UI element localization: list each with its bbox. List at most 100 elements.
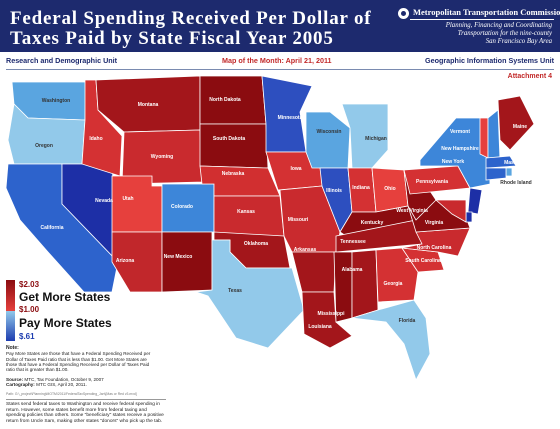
research-unit-label: Research and Demographic Unit <box>6 56 118 65</box>
state-label-maine: Maine <box>513 124 527 130</box>
org-name: Metropolitan Transportation Commission <box>413 7 560 17</box>
state-label-new-hampshire: New Hampshire <box>441 146 479 152</box>
source-text: MTC, Tax Foundation, October 9, 2007 <box>24 377 104 382</box>
state-label-michigan: Michigan <box>365 136 387 142</box>
legend-pay-label: Pay More States <box>19 316 112 330</box>
state-label-maryland: Maryland <box>479 237 501 243</box>
state-label-wyoming: Wyoming <box>151 154 173 160</box>
state-label-delaware: Delaware <box>489 222 511 228</box>
header-banner: Federal Spending Received Per Dollar of … <box>0 0 560 52</box>
legend-pay-bar <box>6 311 15 341</box>
state-shape-louisiana <box>301 291 353 349</box>
state-label-arkansas: Arkansas <box>294 247 317 253</box>
state-label-new-jersey: New Jersey <box>489 208 517 214</box>
state-label-ohio: Ohio <box>384 186 395 192</box>
source-block: Source: MTC, Tax Foundation, October 9, … <box>6 377 156 388</box>
state-label-mississippi: Mississippi <box>318 311 346 317</box>
state-shape-wisconsin <box>305 111 351 169</box>
gis-unit-label: Geographic Information Systems Unit <box>425 56 554 65</box>
title-line-1: Federal Spending Received Per Dollar of <box>10 8 372 29</box>
state-label-idaho: Idaho <box>89 136 102 142</box>
org-tagline-2: Transportation for the nine-county <box>457 30 552 37</box>
state-shape-maine <box>497 95 535 151</box>
org-tagline-3: San Francisco Bay Area <box>485 38 552 45</box>
state-label-indiana: Indiana <box>352 185 370 191</box>
state-label-california: California <box>40 225 63 231</box>
state-label-georgia: Georgia <box>384 281 403 287</box>
org-divider <box>410 19 554 20</box>
summary-text: States send federal taxes to Washington … <box>6 402 164 424</box>
mtc-logo-icon <box>398 8 409 19</box>
legend-get-bar <box>6 280 15 311</box>
file-path: Path: G:\_project\Planning\MOTM\2011\Fed… <box>6 392 137 396</box>
state-shape-rhode-island <box>505 167 513 177</box>
state-label-virginia: Virginia <box>425 220 443 226</box>
attachment-label: Attachment 4 <box>507 73 552 80</box>
state-label-utah: Utah <box>122 196 133 202</box>
state-label-massachusetts: Massachusetts <box>504 160 540 166</box>
state-label-nebraska: Nebraska <box>222 171 245 177</box>
state-label-south-dakota: South Dakota <box>213 136 245 142</box>
state-label-missouri: Missouri <box>288 217 309 223</box>
state-label-wisconsin: Wisconsin <box>317 129 342 135</box>
state-label-minnesota: Minnesota <box>278 115 303 121</box>
state-label-nevada: Nevada <box>95 198 113 204</box>
state-shape-arizona <box>111 231 163 293</box>
state-shape-connecticut <box>485 167 507 181</box>
state-label-rhode-island: Rhode Island <box>500 180 531 186</box>
state-shape-texas <box>195 239 305 349</box>
state-shape-kansas <box>213 195 285 237</box>
state-shape-massachusetts <box>485 155 517 169</box>
summary-divider <box>6 399 166 400</box>
state-label-washington: Washington <box>42 98 70 104</box>
state-label-arizona: Arizona <box>116 258 135 264</box>
state-label-west-virginia: West Virginia <box>396 208 428 214</box>
legend: $2.03 Get More States $1.00 Pay More Sta… <box>6 280 130 342</box>
state-shape-south-dakota <box>199 123 269 169</box>
state-label-vermont: Vermont <box>450 129 470 135</box>
map-of-month-label: Map of the Month: April 21, 2011 <box>222 56 332 65</box>
note-text: Pay More States are those that have a Fe… <box>6 351 151 373</box>
state-label-iowa: Iowa <box>290 166 301 172</box>
state-shape-new-mexico <box>161 231 213 293</box>
state-label-new-mexico: New Mexico <box>164 254 193 260</box>
state-shape-maryland <box>434 199 467 223</box>
state-shape-vermont <box>479 117 489 159</box>
state-label-alabama: Alabama <box>342 267 363 273</box>
state-label-louisiana: Louisiana <box>308 324 332 330</box>
state-shape-utah <box>111 175 163 233</box>
state-label-oklahoma: Oklahoma <box>244 241 268 247</box>
state-label-pennsylvania: Pennsylvania <box>416 179 448 185</box>
source-label: Source: <box>6 377 24 382</box>
state-label-colorado: Colorado <box>171 204 193 210</box>
state-label-florida: Florida <box>399 318 416 324</box>
state-label-tennessee: Tennessee <box>340 239 366 245</box>
state-label-north-carolina: North Carolina <box>417 245 452 251</box>
state-shape-arkansas <box>291 251 337 293</box>
state-label-kentucky: Kentucky <box>361 220 384 226</box>
state-shape-new-jersey <box>467 187 483 215</box>
carto-text: MTC GIS, April 20, 2011. <box>36 382 87 388</box>
note-block: Note: Pay More States are those that hav… <box>6 345 156 372</box>
state-shape-minnesota <box>261 75 313 153</box>
state-label-south-carolina: South Carolina <box>405 258 441 264</box>
state-label-illinois: Illinois <box>326 188 342 194</box>
state-label-new-york: New York <box>442 159 465 165</box>
state-label-oregon: Oregon <box>35 143 53 149</box>
legend-max-value: $2.03 <box>19 280 40 289</box>
state-shape-new-york <box>419 117 491 189</box>
state-shape-delaware <box>465 211 473 223</box>
state-shape-georgia <box>375 247 419 303</box>
legend-get-label: Get More States <box>19 290 111 304</box>
legend-min-value: $.61 <box>19 332 35 341</box>
title-line-2: Taxes Paid by State Fiscal Year 2005 <box>10 28 334 49</box>
state-shape-new-hampshire <box>487 109 501 161</box>
note-label: Note: <box>6 345 19 351</box>
subheader-rule <box>6 69 554 70</box>
state-label-montana: Montana <box>138 102 159 108</box>
carto-label: Cartography: <box>6 382 35 388</box>
state-label-north-dakota: North Dakota <box>209 97 241 103</box>
state-label-kansas: Kansas <box>237 209 255 215</box>
